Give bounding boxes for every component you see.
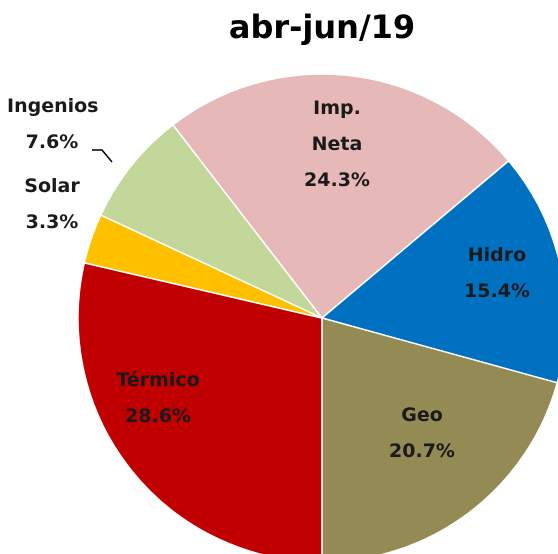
value-label: 3.3% <box>25 211 79 233</box>
category-label: Térmico <box>116 369 200 391</box>
leader-line <box>92 149 113 163</box>
value-label: 28.6% <box>125 405 191 427</box>
category-label: Imp. Neta <box>311 97 363 155</box>
category-label: Geo <box>401 404 443 426</box>
pie-slice <box>171 73 510 320</box>
chart-title: abr-jun/19 <box>228 8 416 46</box>
slice-label: Geo 20.7% <box>382 397 462 469</box>
category-label: Hidro <box>467 244 527 266</box>
pie-slice <box>99 123 323 319</box>
pie-slice <box>77 261 323 554</box>
category-label: Solar <box>24 175 80 197</box>
slice-label: Térmico 28.6% <box>108 362 208 434</box>
category-label: Ingenios <box>7 95 99 117</box>
value-label: 24.3% <box>304 169 370 191</box>
pie-slice <box>320 159 558 384</box>
pie-slice <box>321 317 558 554</box>
value-label: 7.6% <box>25 131 79 153</box>
slice-label: Solar 3.3% <box>12 168 92 240</box>
slice-label: Hidro 15.4% <box>457 237 537 309</box>
value-label: 20.7% <box>389 440 455 462</box>
slice-label: Imp. Neta 24.3% <box>302 90 372 198</box>
slice-label: Ingenios 7.6% <box>7 88 99 160</box>
value-label: 15.4% <box>464 280 530 302</box>
